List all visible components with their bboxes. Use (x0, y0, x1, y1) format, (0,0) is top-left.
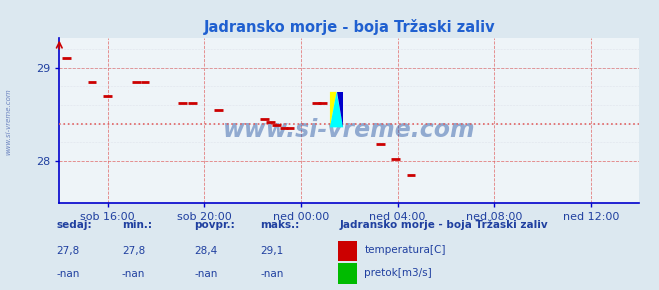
Text: temperatura[C]: temperatura[C] (364, 245, 446, 255)
Text: 27,8: 27,8 (56, 246, 79, 256)
Text: 27,8: 27,8 (122, 246, 145, 256)
Title: Jadransko morje - boja Tržaski zaliv: Jadransko morje - boja Tržaski zaliv (204, 19, 495, 35)
Text: -nan: -nan (194, 269, 217, 279)
Polygon shape (330, 92, 343, 127)
Text: Jadransko morje - boja Tržaski zaliv: Jadransko morje - boja Tržaski zaliv (339, 219, 548, 230)
Text: povpr.:: povpr.: (194, 220, 235, 230)
Polygon shape (337, 92, 343, 127)
Text: pretok[m3/s]: pretok[m3/s] (364, 268, 432, 278)
Text: 28,4: 28,4 (194, 246, 217, 256)
Text: 29,1: 29,1 (260, 246, 283, 256)
Text: min.:: min.: (122, 220, 152, 230)
Text: -nan: -nan (260, 269, 283, 279)
Text: maks.:: maks.: (260, 220, 300, 230)
Text: www.si-vreme.com: www.si-vreme.com (223, 118, 476, 142)
Text: www.si-vreme.com: www.si-vreme.com (5, 88, 12, 155)
Text: sedaj:: sedaj: (56, 220, 92, 230)
Polygon shape (330, 92, 337, 127)
Text: -nan: -nan (56, 269, 79, 279)
Text: -nan: -nan (122, 269, 145, 279)
